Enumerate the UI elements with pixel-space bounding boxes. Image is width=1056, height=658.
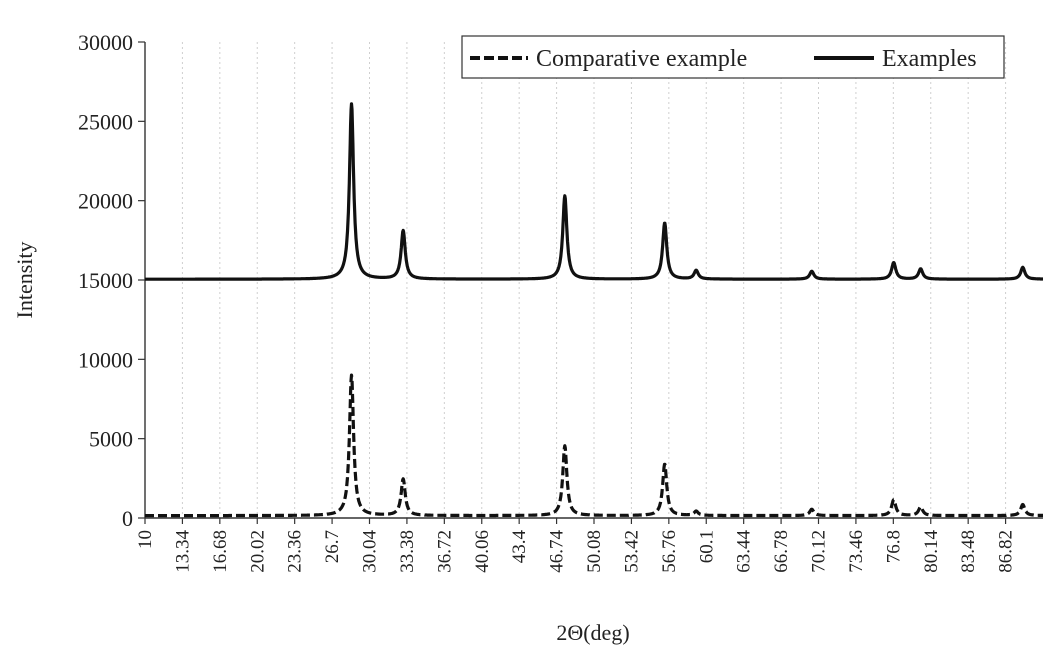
x-tick-label: 13.34 bbox=[172, 530, 193, 573]
series-line-0 bbox=[145, 375, 1043, 515]
x-tick-label: 36.72 bbox=[434, 530, 455, 573]
x-tick-label: 26.7 bbox=[322, 530, 343, 563]
y-tick-label: 30000 bbox=[78, 30, 133, 55]
x-tick-label: 10 bbox=[135, 530, 156, 549]
x-tick-label: 16.68 bbox=[210, 530, 231, 573]
x-tick-label: 63.44 bbox=[734, 530, 755, 573]
legend-label-examples: Examples bbox=[882, 46, 977, 72]
x-tick-label: 23.36 bbox=[285, 530, 306, 573]
x-tick-label: 66.78 bbox=[771, 530, 792, 573]
x-tick-label: 53.42 bbox=[621, 530, 642, 573]
x-tick-label: 43.4 bbox=[509, 530, 530, 564]
x-tick-label: 33.38 bbox=[397, 530, 418, 573]
y-tick-label: 15000 bbox=[78, 268, 133, 293]
x-tick-label: 50.08 bbox=[584, 530, 605, 573]
x-tick-label: 56.76 bbox=[659, 530, 680, 573]
x-tick-label: 86.82 bbox=[996, 530, 1017, 573]
y-tick-label: 10000 bbox=[78, 347, 133, 372]
x-tick-label: 83.48 bbox=[958, 530, 979, 573]
legend-label-comparative: Comparative example bbox=[536, 46, 747, 72]
x-tick-labels: 10 13.34 16.68 20.02 23.36 26.7 30.04 33.38 36.7… bbox=[135, 518, 1017, 573]
x-tick-label: 60.1 bbox=[696, 530, 717, 563]
y-tick-label: 0 bbox=[122, 506, 133, 531]
x-tick-label: 80.14 bbox=[921, 530, 942, 573]
y-tick-label: 25000 bbox=[78, 109, 133, 134]
x-tick-label: 40.06 bbox=[472, 530, 493, 573]
x-tick-label: 30.04 bbox=[360, 530, 381, 573]
x-tick-label: 73.46 bbox=[846, 530, 867, 573]
legend: Comparative example Examples bbox=[462, 36, 1004, 78]
y-tick-label: 20000 bbox=[78, 189, 133, 214]
x-tick-label: 70.12 bbox=[809, 530, 830, 573]
x-tick-label: 76.8 bbox=[883, 530, 904, 563]
y-tick-labels: 0 5000 10000 15000 20000 25000 30000 bbox=[78, 30, 145, 531]
x-axis-label: 2Θ(deg) bbox=[556, 620, 629, 645]
x-tick-label: 20.02 bbox=[247, 530, 268, 573]
y-tick-label: 5000 bbox=[89, 427, 133, 452]
y-axis-label: Intensity bbox=[12, 242, 37, 319]
x-tick-label: 46.74 bbox=[547, 530, 568, 573]
